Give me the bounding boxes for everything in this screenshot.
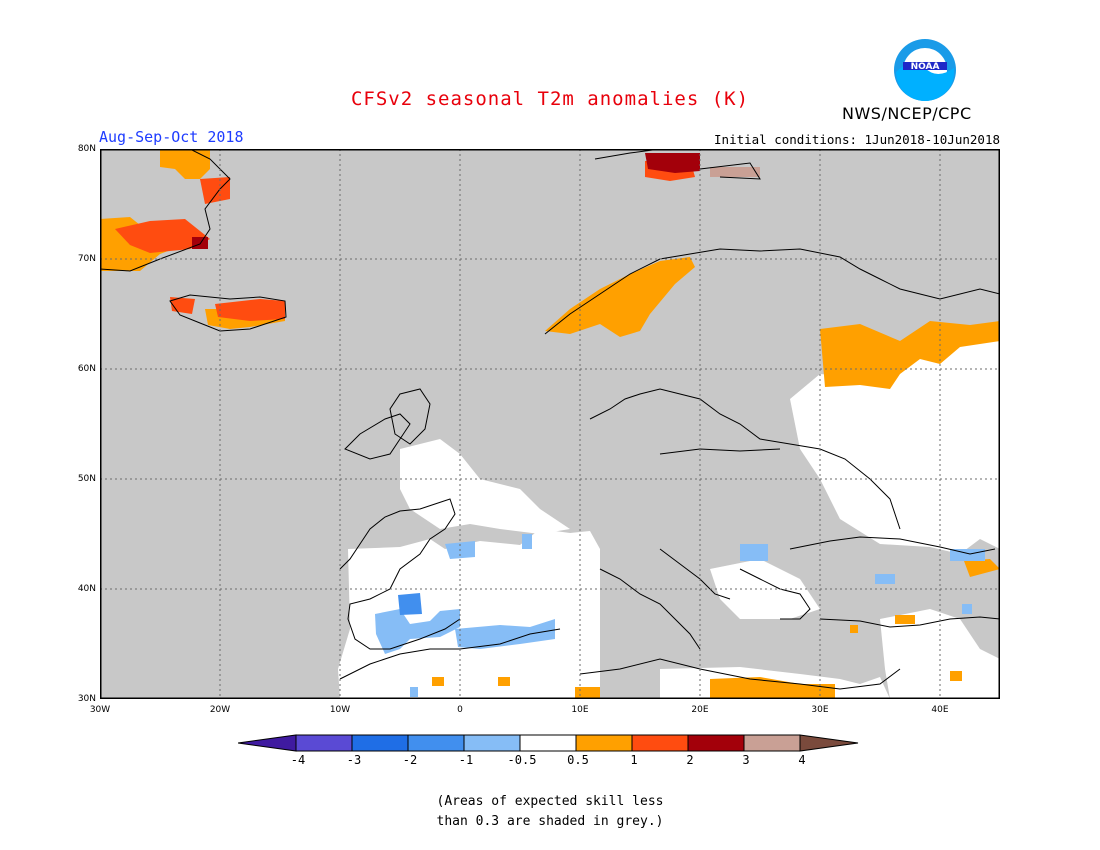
lon-label-10w: 10W [329,705,351,715]
colorbar-cell [295,734,353,752]
extreme-anomaly-areas [710,167,760,177]
coastlines [100,149,1000,690]
very-hot-anomaly-areas [192,153,700,249]
anomaly-map [100,149,1000,699]
lon-label-30e: 30E [811,705,829,715]
colorbar-label: 3 [742,753,750,767]
organization-label: NWS/NCEP/CPC [842,104,972,123]
colorbar-label: 4 [798,753,806,767]
skill-note: (Areas of expected skill less than 0.3 a… [0,792,1100,832]
colorbar-cell [463,734,521,752]
colorbar-arrow-left [238,734,297,752]
lat-label-30n: 30N [77,694,96,704]
colorbar-label: -0.5 [507,753,537,767]
colorbar-label: 0.5 [567,753,589,767]
colorbar-cell [351,734,409,752]
map-title: CFSv2 seasonal T2m anomalies (K) [350,88,750,110]
lon-label-10e: 10E [571,705,589,715]
hot-anomaly-areas [115,159,695,321]
lat-label-50n: 50N [77,474,96,484]
season-label: Aug-Sep-Oct 2018 [99,128,244,146]
colorbar [238,734,859,752]
lat-label-70n: 70N [77,254,96,264]
colorbar-cell [519,734,577,752]
lon-label-0: 0 [457,705,463,715]
lat-label-60n: 60N [77,364,96,374]
colorbar-cell [575,734,633,752]
lon-label-30w: 30W [89,705,111,715]
colorbar-label: -2 [402,753,418,767]
colorbar-cell [743,734,801,752]
initial-conditions-label: Initial conditions: 1Jun2018-10Jun2018 [714,132,1000,147]
colorbar-label: -1 [458,753,474,767]
map-frame [100,149,1000,699]
skill-note-line-1: (Areas of expected skill less [436,794,664,809]
cold-anomaly-areas [398,593,422,615]
cool-anomaly-areas [375,534,985,697]
lon-label-40e: 40E [931,705,949,715]
skill-note-line-2: than 0.3 are shaded in grey.) [436,814,664,829]
colorbar-cell [687,734,745,752]
colorbar-cell [407,734,465,752]
colorbar-label: -3 [346,753,362,767]
grid-lines [100,149,1000,699]
lat-label-40n: 40N [77,584,96,594]
lon-label-20e: 20E [691,705,709,715]
colorbar-label: 1 [630,753,638,767]
colorbar-arrow-right [799,734,859,752]
colorbar-cell [631,734,689,752]
noaa-logo-text: NOAA [911,62,940,72]
noaa-logo: NOAA [894,39,956,101]
colorbar-label: 2 [686,753,694,767]
lat-label-80n: 80N [77,144,96,154]
lon-label-20w: 20W [209,705,231,715]
colorbar-label: -4 [290,753,306,767]
